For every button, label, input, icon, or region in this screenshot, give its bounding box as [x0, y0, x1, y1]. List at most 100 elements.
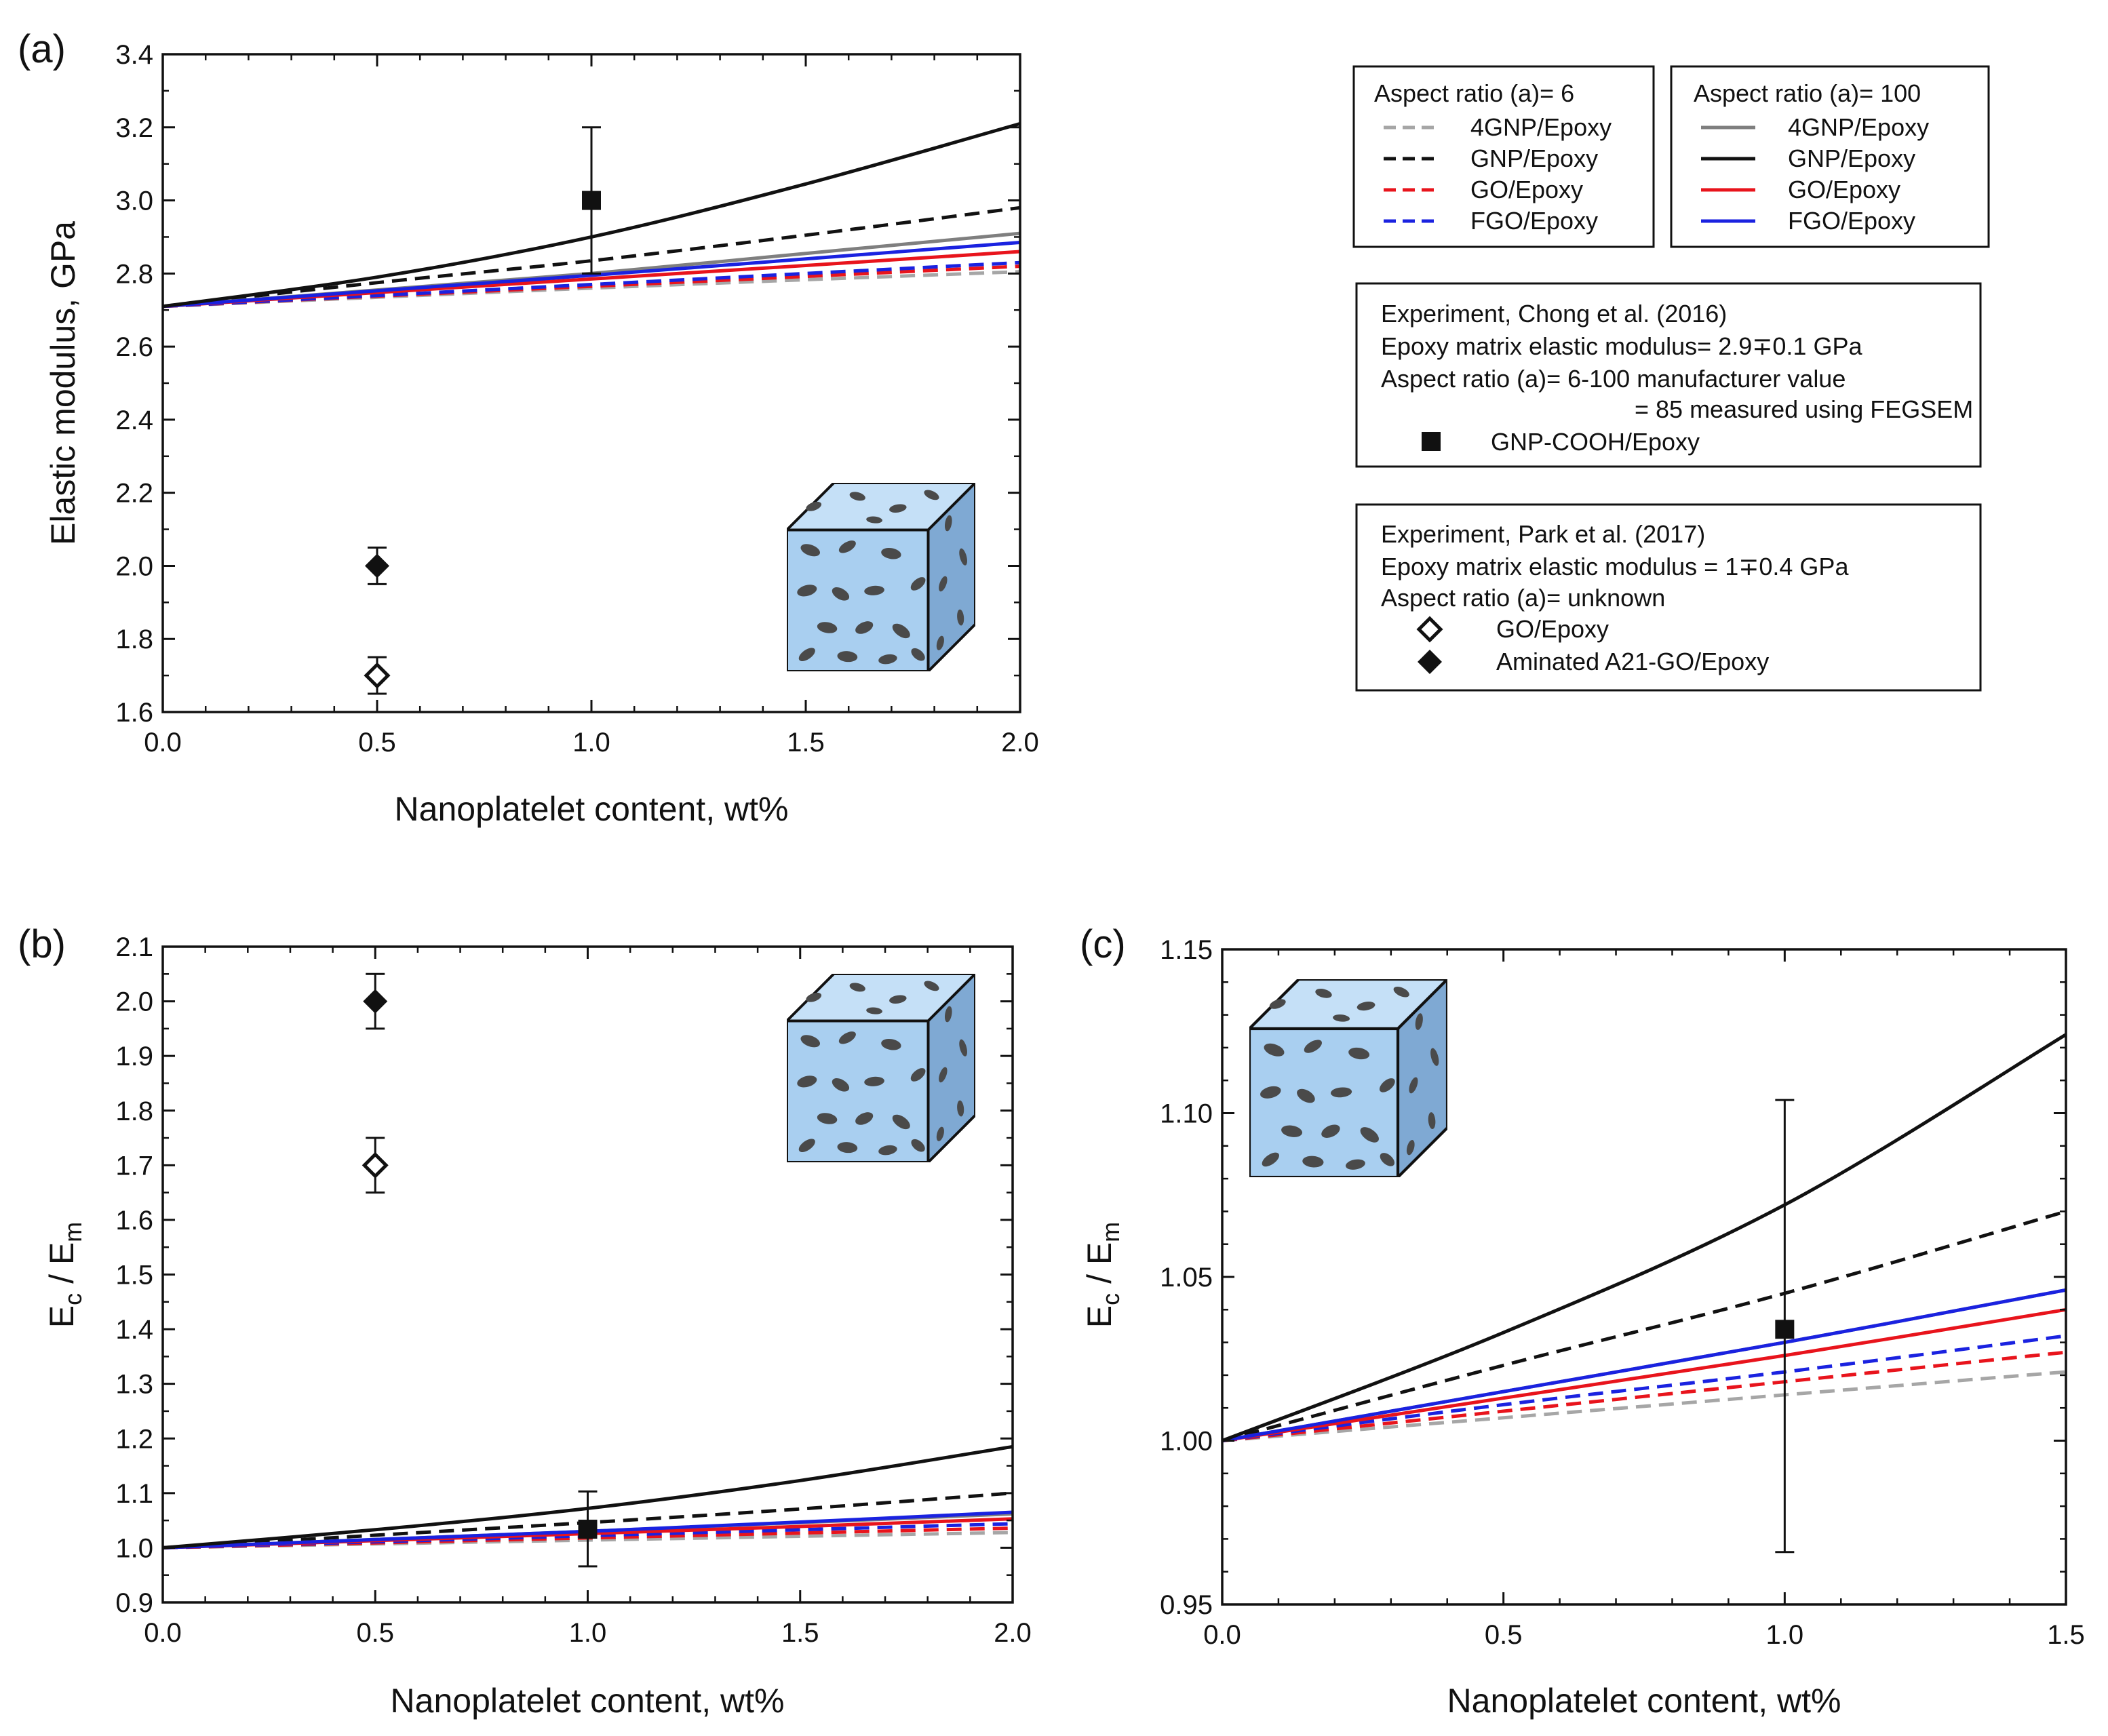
data-point-diamond-filled [365, 553, 389, 578]
legend-box [1352, 65, 1655, 248]
panel-c-x-label: Nanoplatelet content, wt% [1447, 1682, 1841, 1720]
panel-b-x-label: Nanoplatelet content, wt% [391, 1682, 785, 1720]
y-tick-label: 1.6 [115, 698, 153, 728]
series-line [1222, 1288, 2067, 1442]
y-tick-label: 1.05 [1160, 1263, 1213, 1293]
legend-label: GNP-COOH/Epoxy [1491, 428, 1700, 456]
y-tick-label: 1.1 [115, 1479, 153, 1509]
panel-c-data-points [1775, 1099, 1795, 1554]
legend-text: Aspect ratio (a)= unknown [1381, 584, 1665, 612]
panel-c-series [1222, 1033, 2067, 1442]
x-tick-label: 1.0 [569, 1618, 607, 1648]
panel-b-data-points [362, 972, 598, 1568]
x-tick-label: 0.5 [1485, 1620, 1523, 1650]
series-line [1222, 1307, 2067, 1442]
y-tick-label: 0.9 [115, 1588, 153, 1618]
series-line [1222, 1033, 2067, 1442]
x-tick-label: 1.5 [2047, 1620, 2085, 1650]
legend-filled-diamond-marker [1418, 650, 1442, 674]
y-tick-label: 2.0 [115, 551, 153, 581]
y-tick-label: 1.7 [115, 1151, 153, 1181]
y-tick-label: 2.6 [115, 332, 153, 362]
legend-label: 4GNP/Epoxy [1470, 113, 1612, 141]
legend-box [1355, 282, 1982, 468]
legend-text: Epoxy matrix elastic modulus = 1∓0.4 GPa [1381, 553, 1849, 580]
legend-square-marker [1422, 432, 1441, 451]
panel-b-y-label: Ec / Em [43, 1222, 87, 1328]
x-tick-label: 1.0 [572, 728, 610, 757]
legend-aspect-ratio-6: Aspect ratio (a)= 6 4GNP/Epoxy GNP/Epoxy… [1352, 65, 1655, 248]
y-tick-label: 1.10 [1160, 1099, 1213, 1129]
legend-label: GO/Epoxy [1470, 176, 1583, 203]
legend-label: GO/Epoxy [1496, 615, 1609, 643]
y-tick-label: 1.9 [115, 1042, 153, 1071]
y-tick-label: 1.8 [115, 1097, 153, 1126]
legend-box [1355, 503, 1982, 692]
x-tick-label: 2.0 [994, 1618, 1032, 1648]
series-line [1222, 1334, 2067, 1442]
legend-label: GO/Epoxy [1788, 176, 1900, 203]
y-tick-label: 3.4 [115, 40, 153, 70]
legend-open-diamond-marker [1416, 616, 1443, 643]
data-point-square [1775, 1320, 1795, 1339]
y-tick-label: 1.3 [115, 1370, 153, 1400]
legend-label: 4GNP/Epoxy [1788, 113, 1929, 141]
data-point-square [578, 1520, 598, 1539]
y-tick-label: 1.2 [115, 1424, 153, 1454]
legend-park-experiment: Experiment, Park et al. (2017) Epoxy mat… [1355, 503, 1982, 692]
panel-label-c: (c) [1080, 922, 1126, 966]
x-tick-label: 0.5 [356, 1618, 394, 1648]
panel-a-x-label: Nanoplatelet content, wt% [395, 790, 789, 828]
panel-label-b: (b) [18, 922, 66, 966]
x-tick-label: 1.5 [787, 728, 825, 757]
y-tick-label: 1.00 [1160, 1427, 1213, 1457]
data-point-diamond-open [362, 1151, 389, 1179]
panel-a-chart: 0.0 0.5 1.0 1.5 2.0 1.6 1.8 2.0 2.2 2.4 2.6 2.8 3.0 3… [44, 40, 1039, 828]
x-tick-label: 0.0 [1203, 1620, 1241, 1650]
x-tick-label: 2.0 [1001, 728, 1039, 757]
y-tick-label: 2.0 [115, 987, 153, 1017]
legend-label: GNP/Epoxy [1788, 144, 1915, 172]
panel-a-data-points [364, 126, 601, 695]
panel-c-y-label: Ec / Em [1080, 1222, 1125, 1328]
nanocomposite-cube-icon [787, 974, 975, 1162]
series-line [1222, 1350, 2067, 1442]
series-line [162, 241, 1021, 309]
legend-label: FGO/Epoxy [1788, 207, 1915, 235]
legend-label: FGO/Epoxy [1470, 207, 1598, 235]
y-tick-label: 1.8 [115, 625, 153, 654]
series-line [1222, 1209, 2067, 1442]
series-line [162, 205, 1021, 309]
svg-text:Ec / Em: Ec / Em [43, 1222, 87, 1328]
legend-title: Aspect ratio (a)= 100 [1694, 79, 1921, 107]
legend-label: Aminated A21-GO/Epoxy [1496, 648, 1769, 675]
y-tick-label: 3.0 [115, 186, 153, 216]
svg-text:Ec / Em: Ec / Em [1080, 1222, 1125, 1328]
nanocomposite-cube-icon [787, 483, 975, 671]
legend-chong-experiment: Experiment, Chong et al. (2016) Epoxy ma… [1355, 282, 1982, 468]
data-point-diamond-filled [363, 989, 388, 1014]
x-tick-label: 0.5 [358, 728, 396, 757]
y-tick-label: 1.15 [1160, 935, 1213, 965]
legend-label: GNP/Epoxy [1470, 144, 1598, 172]
series-line [1222, 1370, 2067, 1442]
x-tick-label: 1.0 [1766, 1620, 1804, 1650]
y-tick-label: 0.95 [1160, 1590, 1213, 1620]
legend-text: Experiment, Park et al. (2017) [1381, 520, 1705, 548]
x-tick-label: 0.0 [144, 728, 182, 757]
y-tick-label: 2.8 [115, 259, 153, 289]
legend-text: Experiment, Chong et al. (2016) [1381, 300, 1727, 328]
y-tick-label: 1.5 [115, 1261, 153, 1290]
legend-aspect-ratio-100: Aspect ratio (a)= 100 4GNP/Epoxy GNP/Epo… [1670, 65, 1990, 248]
data-point-square [582, 191, 601, 210]
y-tick-label: 2.4 [115, 406, 153, 435]
legend-box [1670, 65, 1990, 248]
panel-a-y-label: Elastic modulus, GPa [44, 221, 82, 545]
legend-text: = 85 measured using FEGSEM [1635, 395, 1973, 423]
y-tick-label: 1.4 [115, 1315, 153, 1345]
x-tick-label: 1.5 [781, 1618, 819, 1648]
y-tick-label: 2.2 [115, 479, 153, 509]
y-tick-label: 1.6 [115, 1206, 153, 1236]
panel-b-chart: 0.0 0.5 1.0 1.5 2.0 0.9 1.0 1.1 1.2 1.3 1.4 1.5 1.6 1… [43, 932, 1032, 1720]
